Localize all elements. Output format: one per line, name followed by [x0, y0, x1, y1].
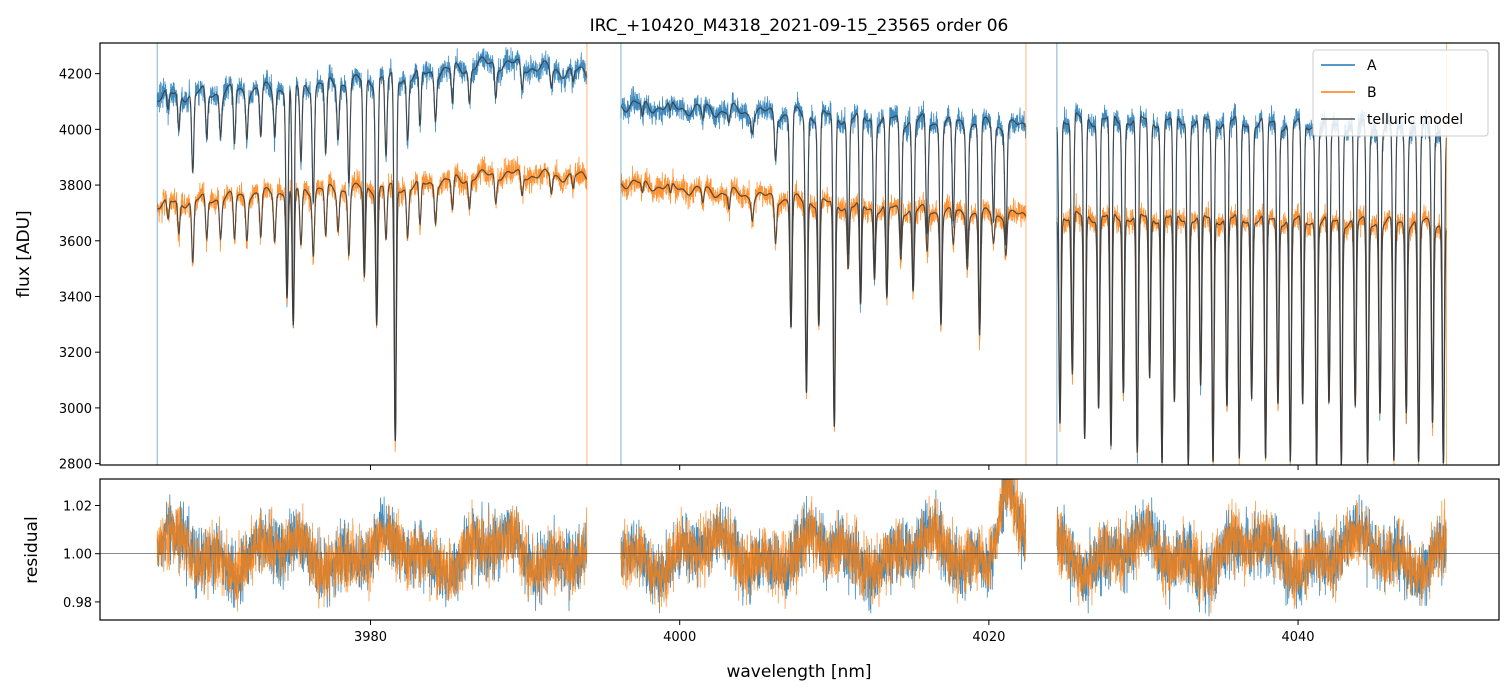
- flux-plot-frame: [99, 42, 1500, 466]
- telluric-model-a-segment-0: [156, 56, 588, 441]
- telluric-model-b-segment-0: [156, 168, 588, 442]
- flux-y-tick-label: 3200: [59, 346, 92, 361]
- legend-label-model: telluric model: [1367, 112, 1463, 128]
- series-b-segment-2: [1056, 193, 1447, 465]
- x-tick-label: 4020: [972, 630, 1005, 645]
- flux-y-tick-label: 3800: [59, 179, 92, 194]
- series-a-segment-1: [620, 85, 1027, 422]
- legend: A B telluric model: [1312, 49, 1489, 137]
- telluric-model-b-segment-2: [1056, 210, 1447, 465]
- telluric-model-b-segment-1: [620, 179, 1027, 427]
- flux-y-tick-label: 3400: [59, 290, 92, 305]
- legend-box: [1312, 49, 1489, 137]
- flux-y-tick-label: 4000: [59, 123, 92, 138]
- flux-y-tick-label: 3000: [59, 402, 92, 417]
- residual-y-axis-label: residual: [22, 516, 42, 583]
- telluric-model-a-segment-2: [1056, 112, 1447, 465]
- residual-b-segment-0: [156, 499, 588, 612]
- residual-y-tick-label: 0.98: [63, 596, 92, 611]
- flux-y-axis-label: flux [ADU]: [14, 210, 34, 297]
- flux-y-tick-label: 4200: [59, 68, 92, 83]
- flux-series-group: [156, 43, 1447, 465]
- residual-y-tick-label: 1.02: [63, 500, 92, 515]
- x-tick-label: 4040: [1281, 630, 1314, 645]
- residual-series-group: [156, 479, 1447, 617]
- series-a-segment-2: [1056, 102, 1447, 465]
- residual-y-tick-label: 1.00: [63, 548, 92, 563]
- x-tick-label: 3980: [354, 630, 387, 645]
- legend-label-a: A: [1367, 58, 1377, 74]
- flux-panel: [156, 43, 1447, 465]
- residual-b-segment-2: [1056, 498, 1447, 614]
- series-b-segment-0: [156, 156, 588, 452]
- legend-label-b: B: [1367, 85, 1377, 101]
- residual-panel: [100, 479, 1499, 617]
- chart-title: IRC_+10420_M4318_2021-09-15_23565 order …: [590, 16, 1009, 36]
- x-axis-label: wavelength [nm]: [726, 662, 871, 682]
- series-b-segment-1: [620, 165, 1027, 432]
- telluric-model-a-segment-1: [620, 100, 1027, 427]
- residual-plot-frame: [99, 478, 1500, 621]
- residual-b-segment-1: [620, 479, 1027, 610]
- series-a-segment-0: [156, 47, 588, 437]
- x-tick-label: 4000: [663, 630, 696, 645]
- flux-y-tick-label: 2800: [59, 458, 92, 473]
- flux-y-tick-label: 3600: [59, 235, 92, 250]
